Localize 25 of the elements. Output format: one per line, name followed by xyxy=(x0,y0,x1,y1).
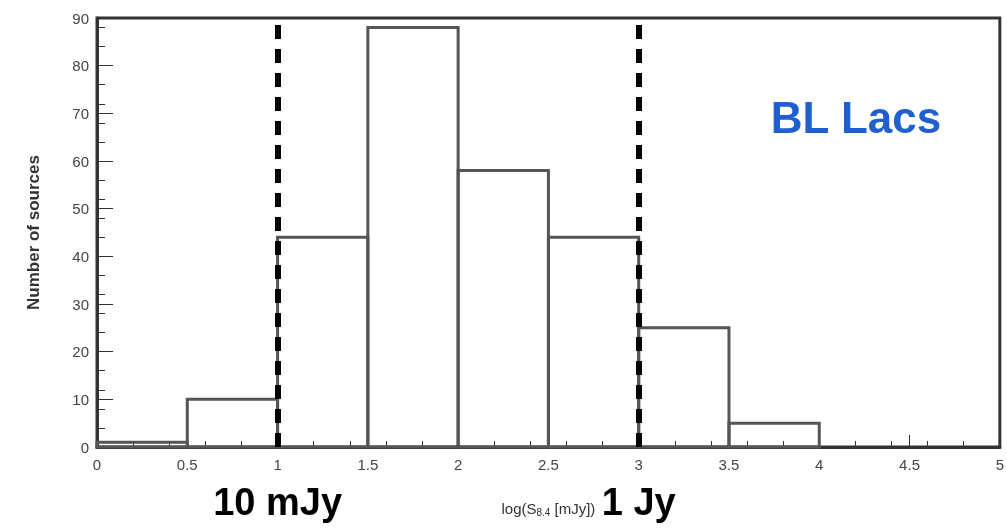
y-tick-label: 80 xyxy=(72,57,89,75)
x-tick-label: 0.5 xyxy=(176,456,198,473)
x-tick-label: 2 xyxy=(453,456,463,473)
y-tick-label: 0 xyxy=(80,438,89,456)
y-tick-label: 40 xyxy=(72,247,89,265)
x-tick-label: 5 xyxy=(995,456,1004,473)
x-tick-label: 2.5 xyxy=(537,456,559,473)
y-tick-label: 30 xyxy=(72,295,89,313)
ref-line-label: 1 Jy xyxy=(601,481,676,523)
x-tick-label: 0 xyxy=(92,456,102,473)
x-tick-label: 4 xyxy=(815,456,824,473)
y-tick-label: 10 xyxy=(72,390,89,408)
y-axis-title: Number of sources xyxy=(24,155,43,310)
x-tick-label: 3 xyxy=(634,456,643,473)
annotation: BL Lacs xyxy=(770,92,942,142)
x-tick-label: 1 xyxy=(273,456,282,473)
x-tick-label: 3.5 xyxy=(718,456,740,473)
ref-line-label: 10 mJy xyxy=(213,481,343,523)
x-tick-label: 1.5 xyxy=(357,456,379,473)
y-tick-label: 50 xyxy=(72,200,89,218)
y-tick-label: 60 xyxy=(72,152,89,170)
y-tick-label: 90 xyxy=(72,9,89,27)
y-tick-label: 70 xyxy=(72,104,89,122)
x-tick-label: 4.5 xyxy=(899,456,920,473)
y-tick-label: 20 xyxy=(72,343,89,361)
